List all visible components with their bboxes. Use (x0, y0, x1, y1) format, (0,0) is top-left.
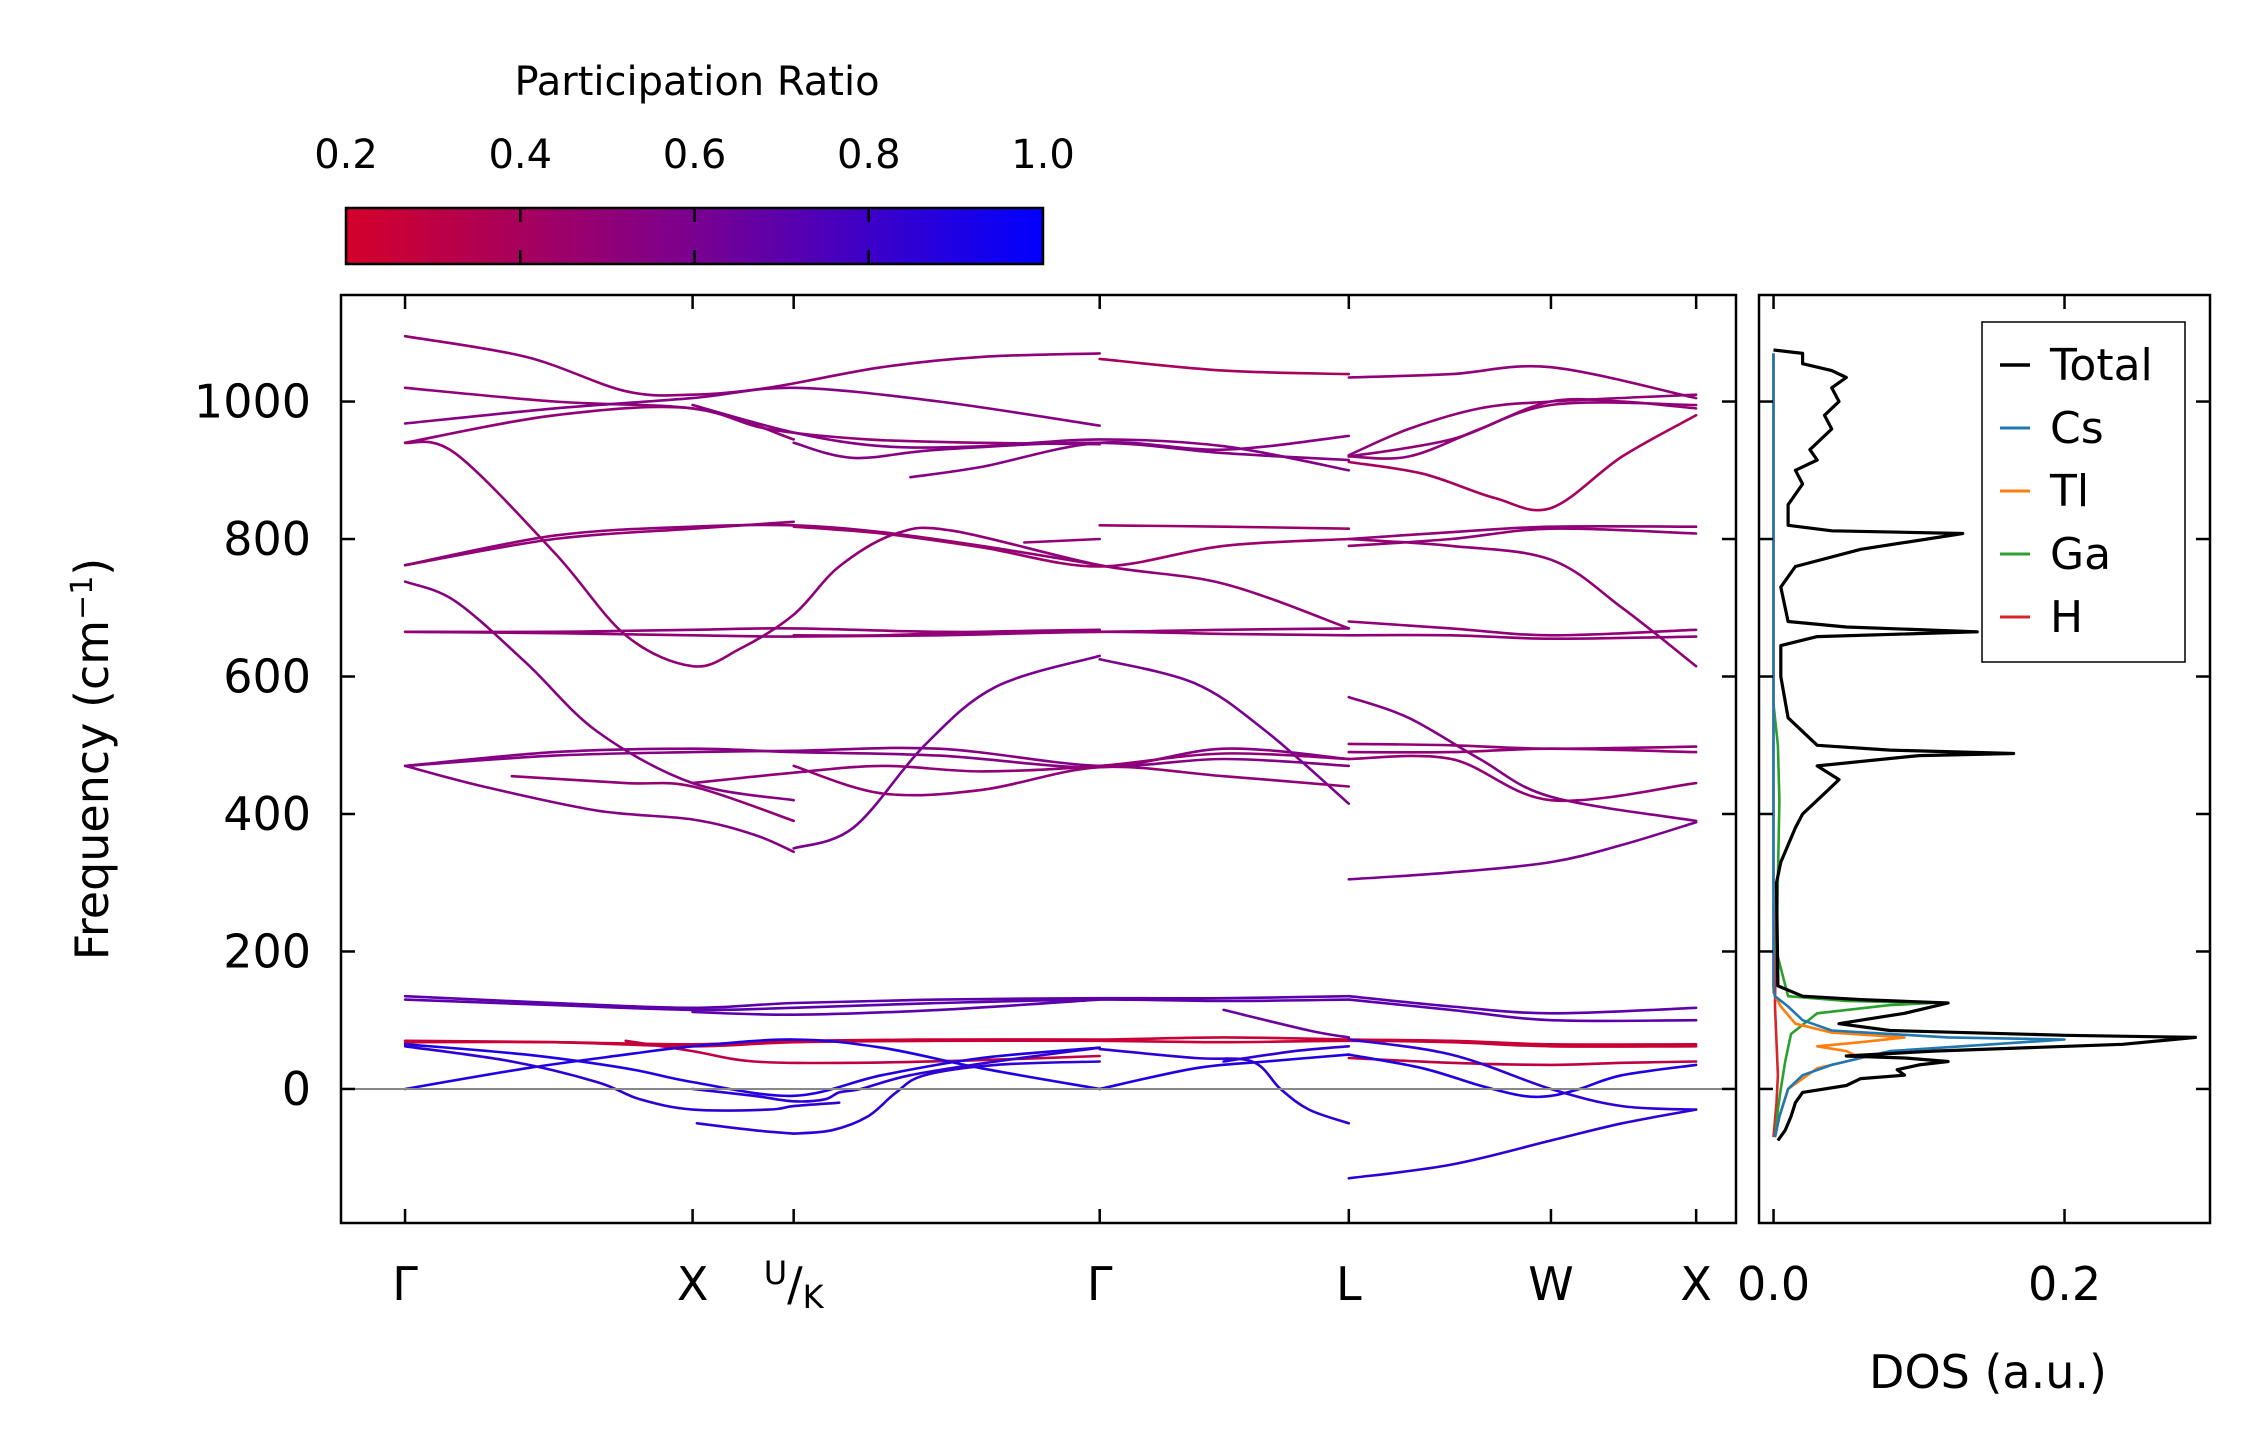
phonon-branch (792, 764, 1351, 797)
dos-panel: 0.0 0.2 DOS (a.u.) Total Cs Tl Ga H (1737, 293, 2212, 1399)
phonon-branch (691, 998, 1101, 1017)
phonon-branch (403, 746, 1351, 768)
colorbar: Participation Ratio 0.2 0.4 0.6 0.8 1.0 (314, 59, 1075, 266)
x-tick-label: Γ (1087, 1257, 1113, 1311)
x-tick-label: W (1528, 1257, 1573, 1311)
phonon-branch (403, 994, 1351, 1010)
dos-legend: Total Cs Tl Ga H (1981, 321, 2186, 663)
phonon-branch (695, 1122, 795, 1135)
phonon-branch (1347, 742, 1698, 751)
phonon-branch (403, 627, 1351, 634)
colorbar-title: Participation Ratio (514, 59, 879, 105)
phonon-branch (403, 405, 795, 445)
phonon-branch (909, 434, 1351, 479)
phonon-branch (1347, 1108, 1698, 1180)
phonon-branch (1347, 754, 1698, 803)
x-tick-label: X (1680, 1257, 1712, 1311)
dos-axes-frame (1757, 293, 2212, 1225)
y-tick-label: 400 (223, 787, 311, 841)
phonon-branch (1347, 414, 1698, 512)
dos-total-line (1773, 348, 2198, 1142)
phonon-branch (792, 628, 1101, 637)
phonon-branch (1023, 537, 1101, 544)
phonon-branch (403, 386, 1101, 446)
colorbar-tick-label: 0.8 (837, 132, 901, 178)
phonon-branch (1347, 393, 1698, 457)
x-tick-label: L (1336, 1257, 1362, 1311)
phonon-branch (403, 747, 1351, 769)
phonon-branch (1098, 357, 1351, 376)
y-tick-label: 600 (223, 650, 311, 704)
phonon-branch (403, 1039, 1698, 1048)
phonon-branch (403, 334, 1101, 397)
phonon-branch (1347, 537, 1698, 668)
phonon-branch (1347, 695, 1698, 823)
phonon-branch (403, 1045, 841, 1112)
legend-label: H (2050, 592, 2083, 643)
legend-label: Ga (2050, 529, 2111, 580)
phonon-branch (792, 654, 1101, 850)
phonon-branch (691, 752, 1351, 785)
dos-cs-line (1772, 353, 2066, 1138)
colorbar-tick-label: 1.0 (1011, 132, 1075, 178)
phonon-branch (1098, 658, 1351, 805)
phonon-branch (1347, 1053, 1698, 1099)
phonon-branch (792, 441, 1351, 462)
band-structure-panel: 0 200 400 600 800 1000 Γ X U/K Γ L W X Frequency (c… (65, 293, 1738, 1316)
phonon-branch (1222, 1045, 1351, 1063)
phonon-branch (403, 998, 1351, 1012)
legend-label: Cs (2050, 403, 2104, 454)
phonon-branch (691, 403, 1351, 472)
legend-label: Tl (2049, 466, 2089, 517)
phonon-branch (403, 1043, 1101, 1098)
phonon-branch (792, 525, 1351, 568)
colorbar-tick-label: 0.6 (663, 132, 727, 178)
phonon-branch (1347, 620, 1698, 637)
phonon-branch (403, 386, 1101, 427)
phonon-branch (1347, 747, 1698, 754)
dos-x-axis-label: DOS (a.u.) (1869, 1345, 2107, 1399)
y-tick-label: 0 (282, 1062, 311, 1116)
phonon-branch (1347, 1056, 1698, 1067)
phonon-branch (403, 580, 795, 802)
phonon-branch (1347, 998, 1698, 1023)
y-tick-label: 800 (223, 512, 311, 566)
colorbar-tick-label: 0.4 (488, 132, 552, 178)
phonon-branch (792, 1060, 1101, 1135)
phonon-branch (1098, 1053, 1351, 1091)
colorbar-tick-label: 0.2 (314, 132, 378, 178)
phonon-branch (1347, 401, 1698, 458)
x-tick-label: X (677, 1257, 709, 1311)
phonon-branch (691, 1046, 1101, 1103)
phonon-branch (1347, 364, 1698, 400)
band-axes-frame (339, 293, 1738, 1225)
phonon-branch (1347, 820, 1698, 881)
y-tick-label: 200 (223, 924, 311, 978)
phonon-branch (1347, 633, 1698, 641)
phonon-branch (403, 523, 1101, 567)
phonon-branch (403, 764, 795, 854)
phonon-branch (510, 774, 795, 823)
x-tick-label: Γ (392, 1257, 418, 1311)
phonon-branch (1347, 524, 1698, 541)
x-tick-label: U/K (764, 1254, 825, 1316)
phonon-branch (1098, 1047, 1351, 1125)
phonon-branch (403, 520, 795, 567)
y-tick-label: 1000 (194, 375, 311, 429)
y-axis-label: Frequency (cm−1) (65, 558, 119, 961)
phonon-branch (1347, 994, 1698, 1015)
phonon-branch (1222, 1008, 1351, 1039)
phonon-branch (1098, 524, 1351, 530)
dos-x-tick-label: 0.2 (2028, 1257, 2101, 1311)
legend-label: Total (2049, 340, 2153, 391)
phonon-branch (1347, 1038, 1698, 1111)
dos-x-tick-label: 0.0 (1737, 1257, 1810, 1311)
phonon-branch (403, 440, 1351, 668)
